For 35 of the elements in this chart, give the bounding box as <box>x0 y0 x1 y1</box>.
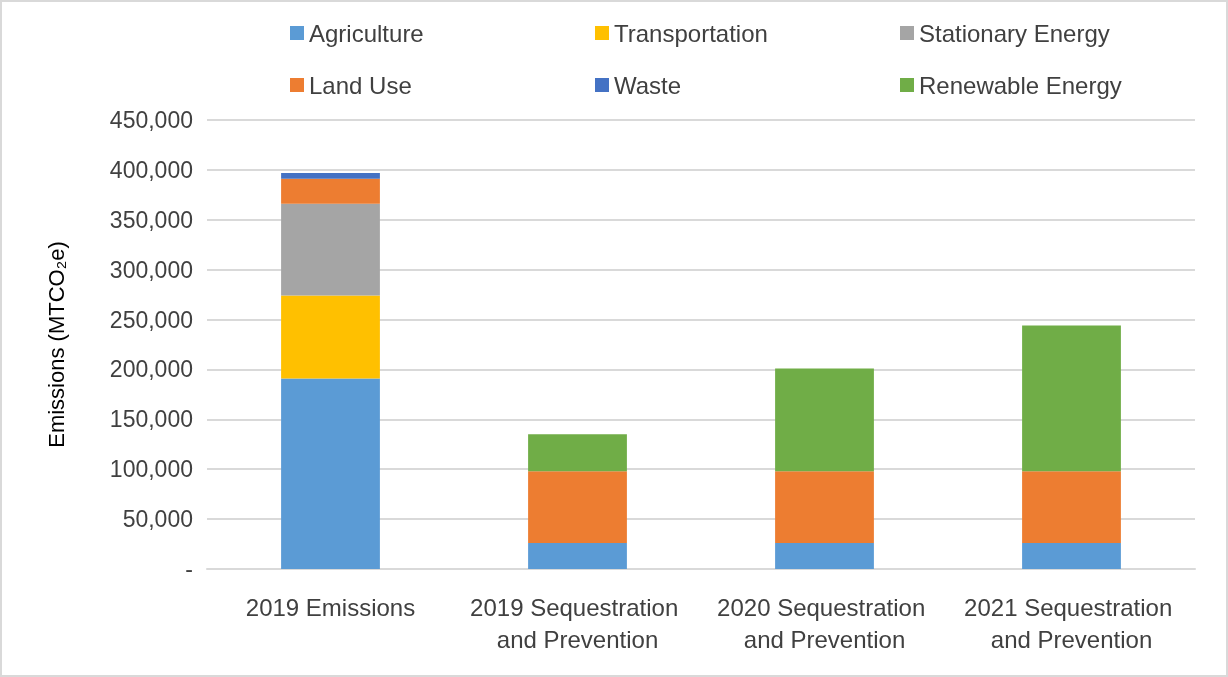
bar <box>528 434 627 472</box>
y-axis-title: Emissions (MTCO₂e) <box>43 241 69 448</box>
y-tick-label: 450,000 <box>109 107 193 133</box>
y-tick-label: 250,000 <box>109 306 193 333</box>
bar <box>1022 543 1121 569</box>
legend-label: Agriculture <box>309 19 424 47</box>
bar <box>775 471 874 544</box>
bar <box>1022 471 1121 544</box>
bar <box>528 471 627 544</box>
bar <box>281 172 380 179</box>
y-tick-label: 400,000 <box>109 156 193 183</box>
x-tick-label: 2020 Sequestration and Prevention <box>717 593 932 653</box>
bar <box>775 368 874 472</box>
bar <box>281 178 380 204</box>
y-tick-label: 100,000 <box>109 456 193 483</box>
legend-label: Land Use <box>309 71 412 99</box>
y-tick-label: 150,000 <box>109 406 193 433</box>
x-tick-label: 2019 Emissions <box>245 593 416 621</box>
bar <box>1022 325 1121 472</box>
y-tick-label: 300,000 <box>109 256 193 283</box>
y-tick-label: 200,000 <box>109 356 193 383</box>
bar <box>281 203 380 296</box>
bar <box>281 378 380 569</box>
y-tick-label: 350,000 <box>109 206 193 233</box>
y-tick-label: - <box>185 556 193 582</box>
legend-label: Transportation <box>614 19 768 47</box>
bar <box>281 295 380 379</box>
legend-label: Waste <box>614 71 682 99</box>
bar <box>528 543 627 569</box>
x-tick-label: 2021 Sequestration and Prevention <box>964 593 1179 653</box>
legend-label: Renewable Energy <box>919 71 1122 99</box>
y-tick-label: 50,000 <box>122 506 193 533</box>
x-tick-label: 2019 Sequestration and Prevention <box>470 593 685 653</box>
bar <box>775 543 874 569</box>
legend-label: Stationary Energy <box>919 19 1110 47</box>
